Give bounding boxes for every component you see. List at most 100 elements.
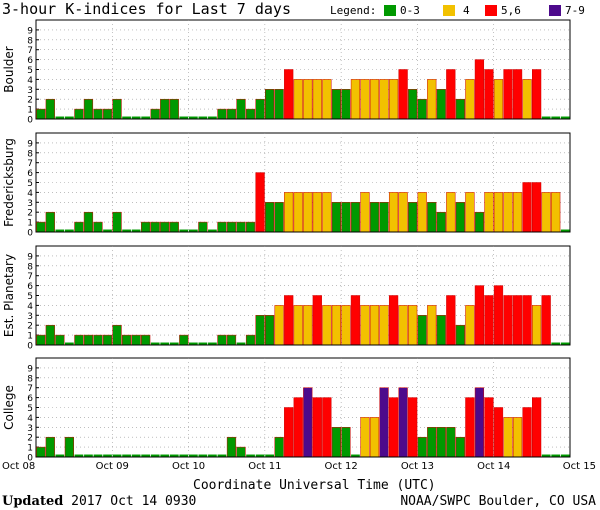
k-index-bar xyxy=(74,221,84,233)
k-index-bar xyxy=(427,202,437,233)
y-axis-label: Boulder xyxy=(2,46,16,93)
k-index-bar xyxy=(532,182,542,233)
k-index-bar xyxy=(484,397,494,458)
k-index-bar xyxy=(36,108,46,120)
k-index-bar xyxy=(341,305,351,346)
k-index-bar xyxy=(65,229,74,232)
k-index-bar xyxy=(141,334,151,346)
y-tick-label: 0 xyxy=(27,342,33,352)
k-index-bar xyxy=(512,192,523,233)
k-index-bar xyxy=(179,229,189,232)
k-index-bar xyxy=(245,334,256,346)
y-tick-label: 2 xyxy=(27,209,33,219)
k-index-bar xyxy=(350,79,361,120)
k-index-bar xyxy=(112,211,122,233)
k-index-bar xyxy=(74,108,84,120)
x-tick-label: Oct 10 xyxy=(172,461,205,472)
k-index-bar xyxy=(83,211,94,233)
k-index-bar xyxy=(226,436,237,458)
k-index-bar xyxy=(274,202,284,233)
k-index-bar xyxy=(379,79,389,120)
k-index-bar xyxy=(284,407,294,458)
y-tick-label: 2 xyxy=(27,322,33,332)
k-index-bar xyxy=(360,305,370,346)
k-index-bar xyxy=(398,305,408,346)
k-index-bar xyxy=(303,305,313,346)
k-index-bar xyxy=(312,192,322,233)
k-index-bar xyxy=(103,454,112,457)
k-index-bar xyxy=(83,98,94,120)
k-index-bar xyxy=(131,334,141,346)
k-index-bar xyxy=(379,202,389,233)
y-tick-label: 1 xyxy=(27,444,33,454)
k-index-bar xyxy=(198,454,208,457)
k-index-bar xyxy=(121,334,132,346)
legend-swatch-4 xyxy=(443,5,455,16)
legend-swatch-5-6 xyxy=(485,5,497,16)
k-index-bar xyxy=(274,436,284,458)
k-index-bar xyxy=(179,116,189,119)
k-index-bar xyxy=(83,334,94,346)
k-index-bar xyxy=(455,98,465,120)
k-index-bar xyxy=(379,387,389,458)
k-index-bar xyxy=(474,285,485,346)
k-index-bar xyxy=(188,342,198,345)
k-index-bar xyxy=(265,315,275,346)
k-index-bar xyxy=(369,305,380,346)
k-index-bar xyxy=(551,192,561,233)
k-index-bar xyxy=(398,387,408,458)
y-tick-label: 6 xyxy=(27,169,33,179)
k-index-bar xyxy=(446,192,456,233)
k-index-bar xyxy=(532,69,542,120)
k-index-bar xyxy=(360,79,370,120)
k-index-bar xyxy=(246,454,255,457)
x-tick-label: Oct 14 xyxy=(477,461,510,472)
y-tick-label: 9 xyxy=(27,26,33,36)
k-index-bar xyxy=(179,334,189,346)
k-index-bar xyxy=(341,427,351,458)
k-index-bar xyxy=(331,89,341,120)
x-axis-label: Coordinate Universal Time (UTC) xyxy=(193,478,436,493)
k-index-bar xyxy=(198,221,208,233)
k-index-bar xyxy=(541,295,551,346)
k-index-bar xyxy=(436,211,446,233)
k-index-bar xyxy=(84,454,93,457)
y-tick-label: 3 xyxy=(27,312,33,322)
k-index-bar xyxy=(74,334,84,346)
k-index-bar xyxy=(188,229,198,232)
k-index-bar xyxy=(55,229,65,232)
k-index-bar xyxy=(160,221,170,233)
k-index-bar xyxy=(455,324,465,346)
k-index-bar xyxy=(122,116,131,119)
x-tick-label: Oct 12 xyxy=(325,461,358,472)
k-index-bar xyxy=(93,108,103,120)
k-index-bar xyxy=(427,79,437,120)
k-index-bar xyxy=(303,79,313,120)
k-index-bar xyxy=(65,116,74,119)
k-index-bar xyxy=(45,98,55,120)
k-index-bar xyxy=(64,436,74,458)
legend-title: Legend: xyxy=(330,4,377,17)
k-index-bar xyxy=(551,116,561,119)
y-tick-label: 9 xyxy=(27,252,33,262)
credit: NOAA/SWPC Boulder, CO USA xyxy=(400,494,596,509)
k-index-bar xyxy=(217,221,227,233)
k-index-bar xyxy=(408,202,418,233)
legend-label-5-6: 5,6 xyxy=(501,4,521,17)
k-index-bar xyxy=(522,182,532,233)
y-tick-label: 3 xyxy=(27,86,33,96)
y-tick-label: 7 xyxy=(27,46,33,56)
y-tick-label: 7 xyxy=(27,384,33,394)
y-tick-label: 1 xyxy=(27,332,33,342)
y-tick-label: 5 xyxy=(27,292,33,302)
k-index-bar xyxy=(122,229,131,232)
k-index-bar xyxy=(484,192,494,233)
k-index-bar xyxy=(312,79,322,120)
k-index-bar xyxy=(122,454,131,457)
k-index-bar xyxy=(522,295,532,346)
k-index-bar xyxy=(131,229,141,232)
k-index-bar xyxy=(532,397,542,458)
k-index-bar xyxy=(512,417,523,458)
